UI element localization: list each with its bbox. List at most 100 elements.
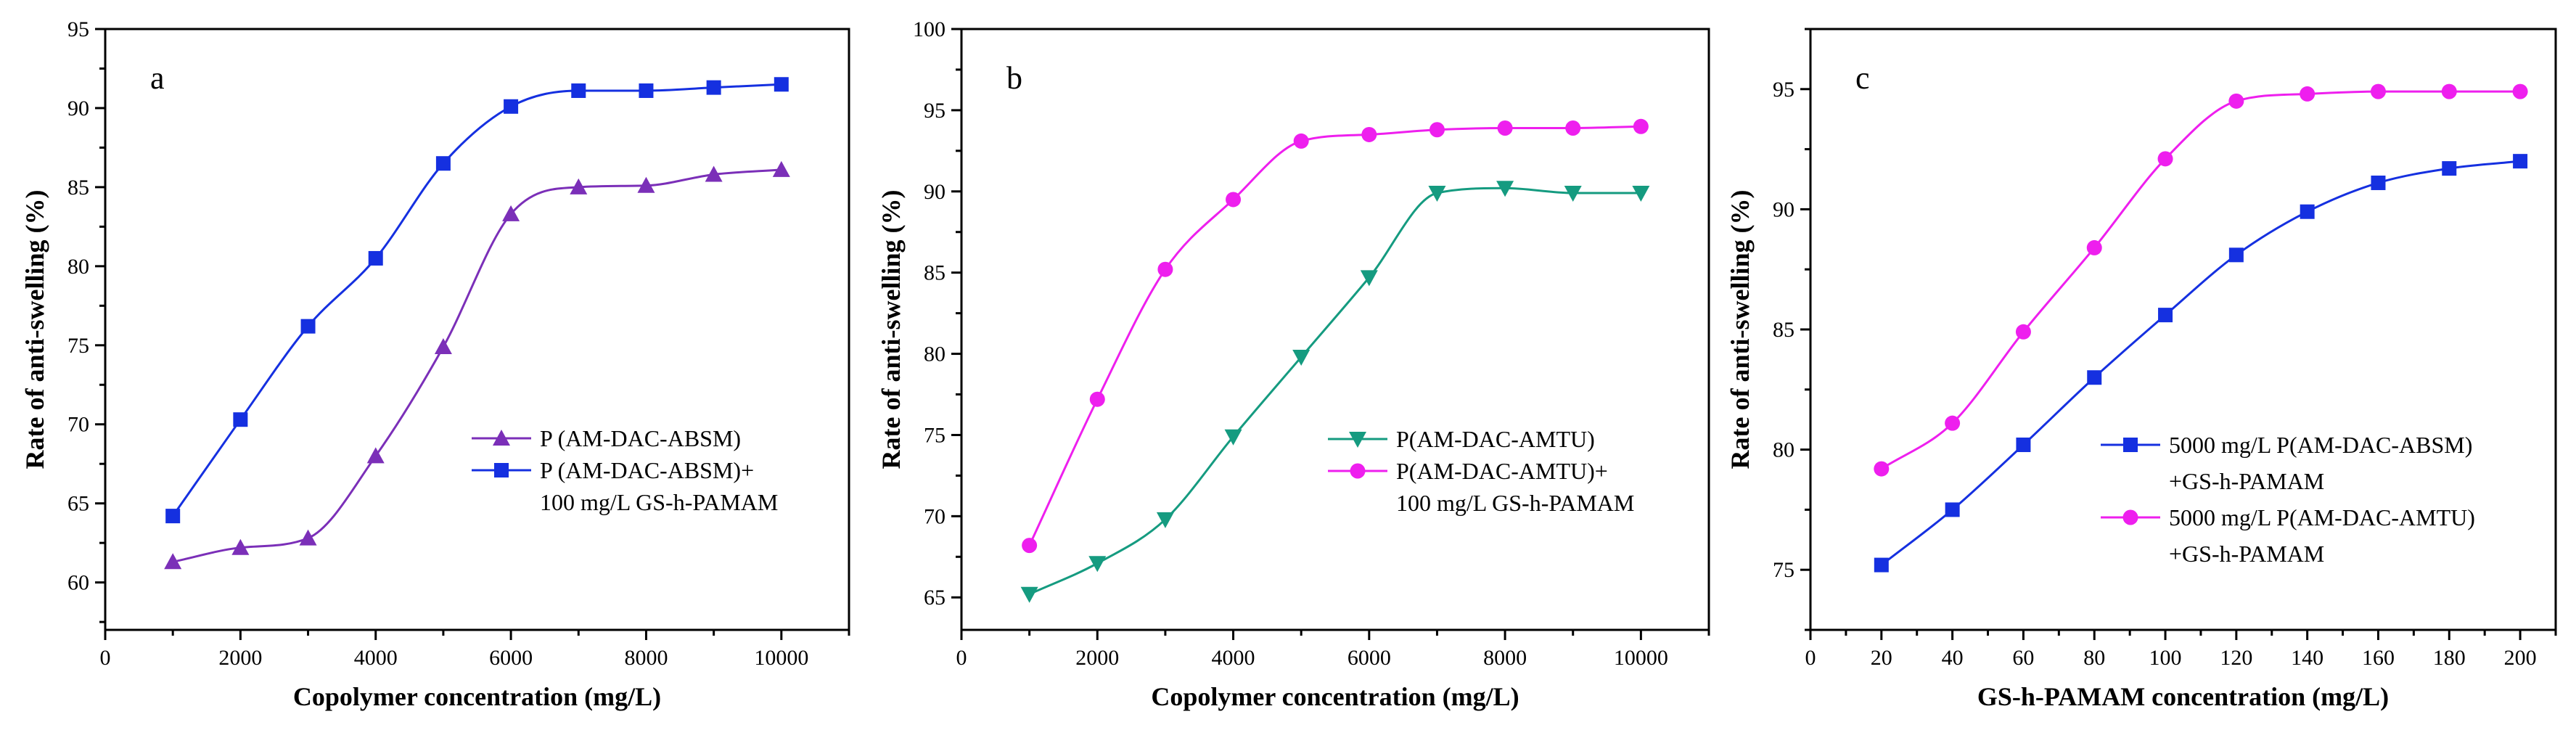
data-point (1088, 556, 1107, 573)
data-point (368, 250, 383, 266)
x-tick-label: 120 (2220, 646, 2252, 670)
plot-frame (960, 28, 1710, 631)
data-point (772, 160, 790, 177)
data-point (1429, 122, 1445, 138)
data-point (2087, 370, 2102, 385)
x-axis-title: Copolymer concentration (mg/L) (293, 682, 661, 711)
panel-label: a (150, 60, 165, 96)
legend-label: P(AM-DAC-AMTU) (1396, 426, 1595, 452)
data-point (571, 83, 586, 98)
y-tick-label: 100 (913, 17, 946, 41)
data-point (1565, 120, 1581, 136)
x-tick-label: 0 (100, 646, 111, 670)
x-tick-label: 80 (2083, 646, 2105, 670)
y-tick-label: 80 (924, 343, 946, 366)
data-point (1945, 502, 1960, 517)
series-2 (1874, 83, 2528, 477)
legend: 5000 mg/L P(AM-DAC-ABSM) +GS-h-PAMAM 5000 … (2101, 432, 2475, 567)
y-tick-label: 75 (1773, 558, 1794, 582)
x-tick-label: 200 (2504, 646, 2537, 670)
data-point (1292, 350, 1310, 366)
data-point (2442, 161, 2457, 176)
legend-label: 5000 mg/L P(AM-DAC-AMTU) (2169, 504, 2475, 530)
y-tick-label: 70 (924, 504, 946, 528)
chart-panel-a: 0 2000 4000 6000 8000 10000 60 65 70 75 80 85 90 95 Co… (20, 17, 850, 711)
x-tick-label: 4000 (1212, 646, 1255, 670)
data-point (1496, 181, 1514, 197)
x-tick-label: 8000 (1483, 646, 1527, 670)
data-point (165, 509, 181, 524)
data-point (1945, 415, 1961, 431)
data-point (2513, 154, 2528, 169)
data-point (233, 412, 248, 427)
data-point (1428, 186, 1446, 202)
data-point (1633, 118, 1649, 134)
data-point (1156, 512, 1174, 528)
data-point (1020, 586, 1038, 603)
data-point (2300, 86, 2315, 102)
data-point (300, 319, 316, 334)
y-axis-title: Rate of anti-swelling (%) (877, 190, 906, 470)
data-point (570, 178, 588, 194)
legend-marker (2122, 509, 2138, 525)
x-tick-label: 10000 (1614, 646, 1668, 670)
data-point (2441, 83, 2457, 99)
x-tick-label: 6000 (1348, 646, 1391, 670)
x-tick-label: 0 (956, 646, 967, 670)
data-point (1293, 133, 1309, 149)
chart-panel-c: 0 20 40 60 80 100 120 140 160 180 200 75 80 85 90 95 GS-… (1726, 28, 2557, 711)
data-point (434, 337, 452, 354)
data-point (504, 99, 519, 114)
series-line (1880, 160, 2521, 566)
x-tick-label: 180 (2433, 646, 2466, 670)
y-tick-label: 90 (924, 180, 946, 204)
legend-marker (1349, 432, 1366, 448)
y-tick-label: 65 (67, 492, 89, 516)
x-tick-label: 0 (1805, 646, 1816, 670)
series-1 (1020, 181, 1650, 603)
y-tick-label: 75 (924, 423, 946, 447)
y-axis-title: Rate of anti-swelling (%) (20, 190, 49, 470)
x-tick-label: 2000 (218, 646, 262, 670)
x-tick-label: 140 (2291, 646, 2323, 670)
data-point (2371, 175, 2386, 190)
data-point (435, 156, 451, 171)
x-tick-label: 40 (1942, 646, 1964, 670)
y-tick-label: 80 (67, 255, 89, 279)
data-point (705, 165, 723, 182)
series-1 (1874, 154, 2528, 573)
legend-label: +GS-h-PAMAM (2169, 468, 2324, 494)
data-point (1224, 429, 1242, 446)
series-1 (164, 160, 790, 570)
x-tick-label: 100 (2149, 646, 2182, 670)
data-point (2228, 247, 2244, 263)
y-tick-label: 85 (1773, 318, 1794, 342)
x-axis-title: Copolymer concentration (mg/L) (1151, 682, 1519, 711)
y-tick-label: 95 (1773, 78, 1794, 102)
x-tick-label: 2000 (1075, 646, 1119, 670)
data-point (1564, 186, 1582, 202)
x-tick-label: 160 (2362, 646, 2395, 670)
y-tick-label: 85 (924, 261, 946, 285)
x-tick-label: 8000 (624, 646, 668, 670)
legend-marker (2123, 438, 2138, 452)
data-point (706, 80, 721, 95)
data-point (1157, 261, 1173, 277)
legend-label: +GS-h-PAMAM (2169, 541, 2324, 567)
y-tick-label: 95 (67, 17, 89, 41)
data-point (1874, 461, 1890, 477)
plot-frame (104, 28, 850, 631)
legend-label: 100 mg/L GS-h-PAMAM (540, 489, 778, 515)
legend-marker (1350, 463, 1366, 479)
data-point (2512, 83, 2528, 99)
chart-panel-b: 0 2000 4000 6000 8000 10000 65 70 75 80 85 90 95 100 C… (877, 17, 1710, 711)
y-axis-title: Rate of anti-swelling (%) (1726, 190, 1755, 470)
x-tick-label: 60 (2012, 646, 2034, 670)
series-2 (165, 77, 789, 524)
x-tick-label: 4000 (354, 646, 398, 670)
y-tick-label: 85 (67, 176, 89, 200)
data-point (2015, 324, 2031, 340)
legend: P(AM-DAC-AMTU) P(AM-DAC-AMTU)+ 100 mg/L GS… (1328, 426, 1634, 516)
data-point (2158, 308, 2173, 323)
panel-label: b (1006, 60, 1022, 96)
